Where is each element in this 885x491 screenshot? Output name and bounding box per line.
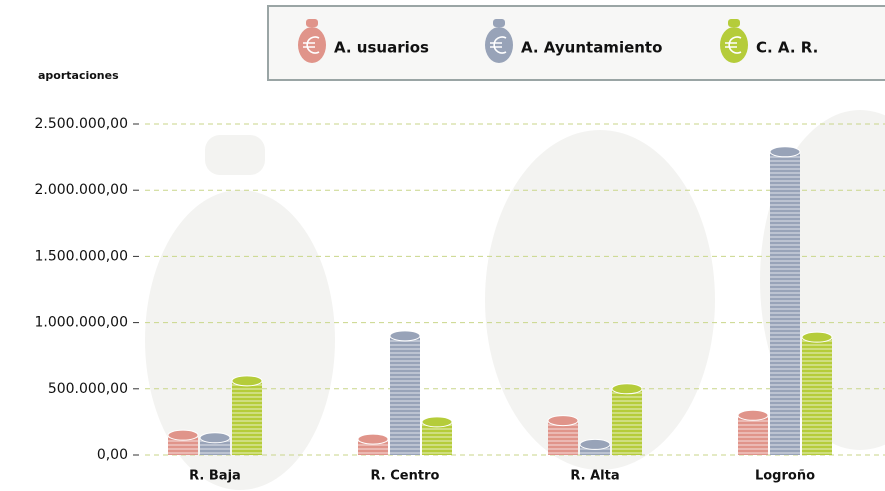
bar-cap <box>737 409 769 421</box>
bar-stripes <box>168 435 198 455</box>
y-tick-label: 1.000.000,00 <box>34 315 128 331</box>
legend-box <box>267 5 885 81</box>
legend-euro <box>490 36 507 54</box>
bar-cap <box>199 432 231 444</box>
legend-bag <box>720 27 748 63</box>
y-tick-label: 500.000,00 <box>48 381 128 397</box>
bar-stripes <box>612 388 642 455</box>
bar-cap <box>421 416 453 428</box>
legend-bag-top <box>493 19 505 27</box>
legend-bag-top <box>728 19 740 27</box>
bar-cap <box>769 146 801 158</box>
bar-stripes <box>770 151 800 455</box>
legend-label: C. A. R. <box>756 39 818 57</box>
bar-stripes <box>548 420 578 455</box>
legend-label: A. Ayuntamiento <box>521 39 662 57</box>
legend-label: A. usuarios <box>334 39 429 57</box>
legend-euro <box>303 36 320 54</box>
legend-euro <box>725 36 742 54</box>
bar-cap <box>389 330 421 342</box>
y-tick-label: 2.500.000,00 <box>34 116 128 132</box>
bar-cap <box>611 383 643 395</box>
bar-cap <box>167 429 199 441</box>
bar-stripes <box>422 421 452 455</box>
x-tick-label: R. Alta <box>570 469 619 484</box>
legend-bag-top <box>306 19 318 27</box>
bar-stripes <box>390 335 420 455</box>
bar-stripes <box>232 380 262 455</box>
bar-stripes <box>802 337 832 455</box>
bar-cap <box>801 331 833 343</box>
y-tick-label: 0,00 <box>97 447 128 463</box>
y-tick-label: 2.000.000,00 <box>34 182 128 198</box>
x-tick-label: R. Baja <box>189 469 241 484</box>
bar-cap <box>547 415 579 427</box>
bar-cap <box>231 375 263 387</box>
x-tick-label: Logroño <box>755 469 815 484</box>
bar-cap <box>357 433 389 445</box>
legend-bag <box>485 27 513 63</box>
y-axis-label: aportaciones <box>38 69 119 82</box>
bar-cap <box>579 438 611 450</box>
bar-stripes <box>738 415 768 455</box>
y-tick-label: 1.500.000,00 <box>34 248 128 264</box>
x-tick-label: R. Centro <box>371 469 440 484</box>
legend-bag <box>298 27 326 63</box>
